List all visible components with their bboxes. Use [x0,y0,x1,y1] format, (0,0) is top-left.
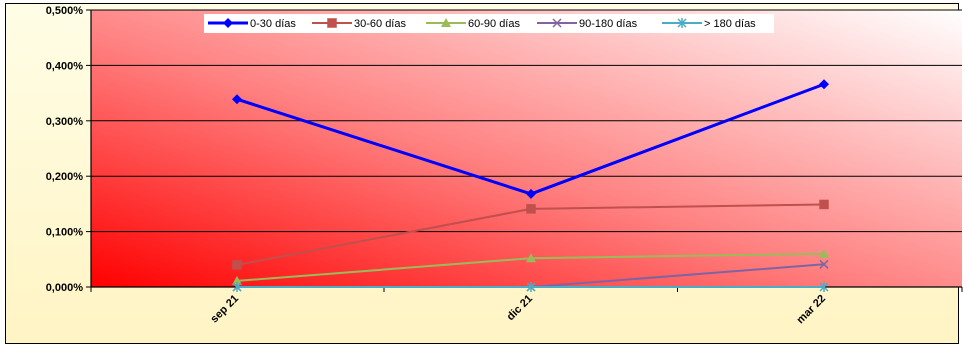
series-1 [232,199,829,270]
data-point [232,282,242,292]
y-tick-label: 0,400% [46,60,84,72]
series-0 [232,79,829,199]
series-2 [232,248,829,285]
data-point [819,79,829,90]
legend-label: 0-30 días [250,18,296,30]
legend-label: 60-90 días [468,18,520,30]
legend-marker [441,18,451,27]
y-tick-label: 0,500% [46,5,84,17]
legend-entry: 0-30 días [208,18,296,30]
legend-box [204,14,774,33]
legend-marker [327,18,337,28]
data-point [526,253,536,263]
legend-marker [223,18,233,28]
legend-label: > 180 días [704,18,756,30]
data-point [526,188,536,199]
legend: 0-30 días 30-60 días 60-90 días 90-180 días… [204,14,774,33]
y-tick-label: 0,000% [46,282,84,294]
y-tick-label: 0,100% [46,227,84,239]
y-tick-label: 0,200% [46,171,84,183]
legend-label: 30-60 días [354,18,406,30]
gridlines [91,64,962,233]
y-axis-ticks: 0,000% 0,100% 0,200% 0,300% 0,400% 0,500% [46,5,91,294]
series-4 [232,282,829,292]
legend-entry: 30-60 días [312,18,406,30]
series-group [232,79,829,292]
plot-area [91,10,962,287]
legend-marker [552,18,562,28]
data-point [232,275,242,285]
data-point [526,204,536,214]
legend-marker [677,18,687,28]
legend-label: 90-180 días [579,18,638,30]
x-tick-label: mar 22 [795,293,829,327]
data-point [526,282,536,292]
x-tick-label: sep 21 [208,293,241,326]
data-point [819,282,829,292]
legend-entry: 60-90 días [426,18,520,30]
x-axis-ticks: sep 21 dic 21 mar 22 [90,287,963,327]
data-point [819,248,829,258]
data-point [232,260,242,270]
data-point [819,259,829,269]
x-tick-label: dic 21 [505,293,536,324]
legend-entry: > 180 días [662,18,756,30]
data-point [819,199,829,210]
legend-entry: 90-180 días [537,18,638,30]
y-tick-label: 0,300% [46,116,84,128]
data-point [232,94,242,105]
